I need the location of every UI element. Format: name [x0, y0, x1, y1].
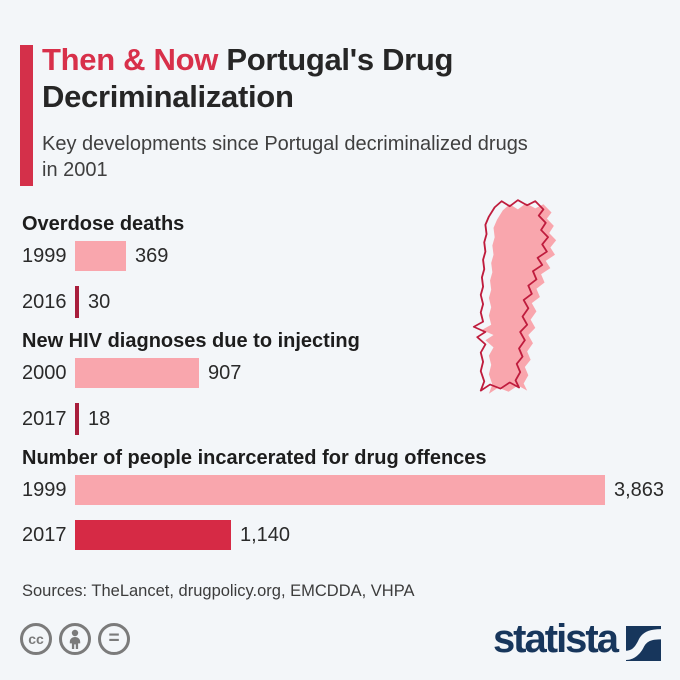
value-bar — [75, 241, 126, 271]
year-label: 2017 — [22, 523, 67, 546]
statista-mark-icon — [626, 626, 661, 661]
title-main: Portugal's Drug Decriminalization — [42, 42, 454, 114]
year-label: 2000 — [22, 361, 67, 384]
year-label: 2016 — [22, 290, 67, 313]
bar-chart: Overdose deaths 1999 369 2016 30 New HIV di… — [22, 212, 665, 565]
value-label: 18 — [88, 407, 111, 430]
bar-row: 2016 30 — [22, 286, 662, 318]
section-heading: New HIV diagnoses due to injecting — [22, 330, 360, 352]
page-title: Then & Now Portugal's Drug Decriminaliza… — [42, 41, 607, 115]
year-label: 1999 — [22, 244, 67, 267]
bar-row: 1999 369 — [22, 241, 662, 271]
person-glyph — [69, 629, 81, 649]
value-label: 30 — [88, 290, 111, 313]
value-bar — [75, 475, 605, 505]
license-icons: cc = — [20, 623, 130, 655]
statista-wordmark: statista — [492, 617, 619, 661]
creative-commons-icon: cc — [20, 623, 52, 655]
bar-row: 1999 3,863 — [22, 475, 665, 505]
section-hiv-diagnoses: New HIV diagnoses due to injecting 2000 9… — [22, 329, 662, 435]
section-overdose-deaths: Overdose deaths 1999 369 2016 30 — [22, 212, 662, 318]
portugal-map-fill — [481, 203, 557, 394]
value-bar — [75, 403, 79, 435]
section-heading: Number of people incarcerated for drug o… — [22, 447, 487, 469]
attribution-person-icon — [59, 623, 91, 655]
value-label: 369 — [135, 244, 169, 267]
page-subtitle: Key developments since Portugal decrimin… — [42, 133, 528, 181]
value-label: 1,140 — [240, 523, 291, 546]
portugal-map — [468, 196, 584, 402]
year-label: 2017 — [22, 407, 67, 430]
title-then-now: Then & Now — [42, 42, 219, 77]
bar-row: 2017 1,140 — [22, 520, 662, 550]
value-bar — [75, 358, 199, 388]
value-label: 3,863 — [614, 478, 665, 501]
no-derivatives-icon: = — [98, 623, 130, 655]
bar-row: 2000 907 — [22, 358, 662, 388]
portugal-map-svg — [472, 199, 557, 394]
bar-row: 2017 18 — [22, 403, 662, 435]
value-bar — [75, 520, 231, 550]
year-label: 1999 — [22, 478, 67, 501]
value-bar — [75, 286, 79, 318]
statista-logo: statista — [493, 617, 661, 661]
section-heading: Overdose deaths — [22, 213, 185, 235]
section-incarcerated: Number of people incarcerated for drug o… — [22, 446, 665, 550]
sources-text: Sources: TheLancet, drugpolicy.org, EMCD… — [22, 582, 415, 600]
value-label: 907 — [208, 361, 242, 384]
title-accent-bar — [20, 45, 33, 186]
